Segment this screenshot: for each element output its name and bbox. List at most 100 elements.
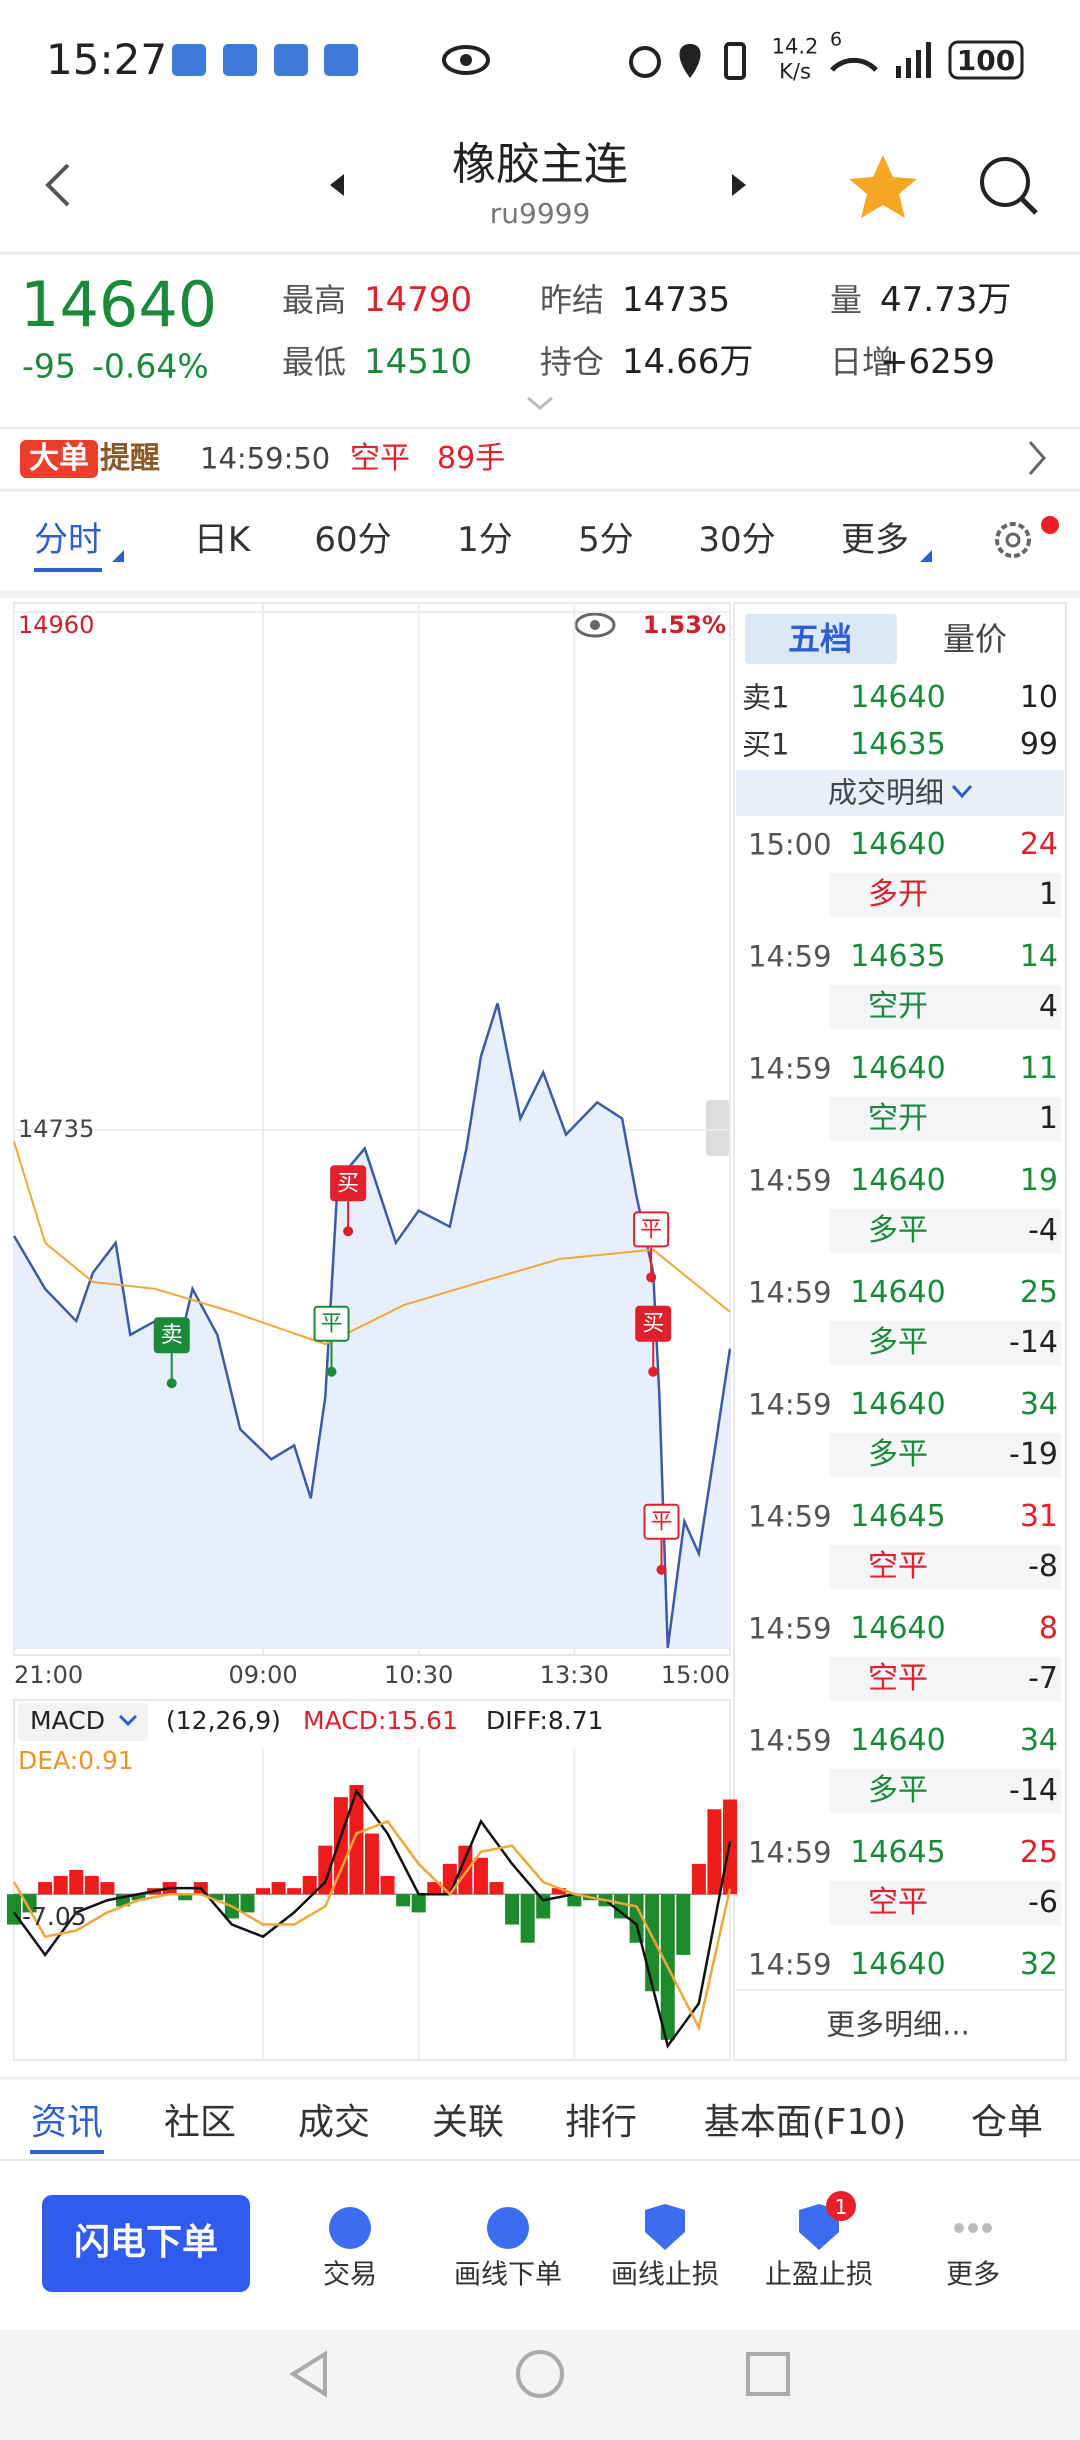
level-volume: 99 xyxy=(1019,727,1058,762)
action-label[interactable]: 画线下单 xyxy=(454,2259,562,2291)
info-tab[interactable]: 基本面(F10) xyxy=(703,2102,907,2143)
wifi-icon xyxy=(830,57,878,72)
period-tab[interactable]: 1分 xyxy=(457,520,513,560)
trade-time: 14:59 xyxy=(748,1947,832,1982)
macd-bar xyxy=(69,1869,84,1895)
panel-tab[interactable]: 量价 xyxy=(942,620,1008,658)
favorite-star[interactable] xyxy=(849,155,917,218)
level-price: 14640 xyxy=(850,680,946,715)
macd-bar xyxy=(178,1894,193,1901)
stat-value: 47.73万 xyxy=(880,280,1012,320)
trade-type: 空平 xyxy=(868,1549,928,1584)
flash-order-button[interactable] xyxy=(42,2195,250,2292)
stat-value: 14735 xyxy=(622,280,731,320)
info-tab[interactable]: 关联 xyxy=(431,2102,505,2143)
macd-bar xyxy=(411,1894,426,1913)
info-tab[interactable]: 仓单 xyxy=(970,2102,1044,2143)
macd-bar xyxy=(349,1785,364,1895)
x-tick-label: 21:00 xyxy=(14,1661,83,1689)
x-tick-label: 09:00 xyxy=(228,1661,297,1689)
info-tab[interactable]: 资讯 xyxy=(30,2102,104,2143)
trade-marker xyxy=(313,1305,350,1342)
badge xyxy=(826,2191,856,2221)
diff-line xyxy=(12,1788,732,2049)
search-button[interactable] xyxy=(980,157,1030,207)
trade-price: 14645 xyxy=(850,1499,946,1534)
net-speed-unit: K/s xyxy=(779,59,811,84)
eye-icon xyxy=(442,45,490,75)
level-volume: 10 xyxy=(1019,680,1058,715)
active-panel-tab xyxy=(745,614,897,664)
trade-marker xyxy=(643,1503,680,1540)
net-speed: 14.2 xyxy=(771,34,819,59)
macd-bar xyxy=(100,1882,115,1895)
settings-button[interactable] xyxy=(995,522,1031,558)
period-tab[interactable]: 30分 xyxy=(698,520,776,560)
stat-value: 14790 xyxy=(364,280,473,320)
indicator-select[interactable] xyxy=(18,1703,148,1741)
battery-icon xyxy=(948,40,1024,80)
action-label[interactable]: 画线止损 xyxy=(611,2259,719,2291)
alert-chevron[interactable] xyxy=(1028,441,1046,475)
detail-title[interactable]: 成交明细 xyxy=(827,775,945,810)
trade-volume: 32 xyxy=(1019,1947,1058,1982)
macd-bar xyxy=(365,1833,379,1895)
panel-tab[interactable]: 五档 xyxy=(787,620,853,658)
nav-home[interactable] xyxy=(516,2350,564,2398)
macd-bar xyxy=(38,1882,53,1895)
detail-chevron xyxy=(951,784,973,799)
trade-price: 14640 xyxy=(850,827,946,862)
trade-row-bg xyxy=(830,985,1062,1029)
flash-order-label[interactable]: 闪电下单 xyxy=(73,2222,219,2263)
next-contract[interactable] xyxy=(732,174,746,196)
stat-label: 持仓 xyxy=(540,343,605,381)
chart-eye-icon[interactable] xyxy=(574,612,616,638)
notification-dot xyxy=(1041,516,1059,534)
period-tab[interactable]: 5分 xyxy=(578,520,634,560)
search-button xyxy=(1020,197,1038,215)
info-tab[interactable]: 成交 xyxy=(297,2102,371,2143)
period-tab[interactable]: 日K xyxy=(193,520,251,560)
info-tab[interactable]: 社区 xyxy=(163,2102,237,2143)
trade-time: 14:59 xyxy=(748,1611,832,1646)
trade-change: -6 xyxy=(1028,1885,1058,1920)
prev-contract[interactable] xyxy=(330,174,344,196)
x-tick-label: 13:30 xyxy=(540,1661,609,1689)
action-label[interactable]: 止盈止损 xyxy=(765,2259,873,2291)
indicator-value: MACD:15.61 xyxy=(303,1706,458,1735)
trade-marker-label: 卖 xyxy=(161,1323,183,1348)
macd-bar xyxy=(131,1894,146,1901)
action-label[interactable]: 更多 xyxy=(946,2259,1000,2291)
nav-recent[interactable] xyxy=(746,2352,790,2396)
action-label[interactable]: 交易 xyxy=(323,2259,377,2291)
period-tab[interactable]: 分时 xyxy=(34,520,102,560)
back-button[interactable] xyxy=(45,163,70,207)
trade-type: 多平 xyxy=(868,1773,928,1808)
macd-bar xyxy=(707,1809,722,1895)
trade-change: -4 xyxy=(1028,1213,1058,1248)
expand-chevron[interactable] xyxy=(527,396,553,410)
trade-change: -14 xyxy=(1009,1325,1058,1360)
more-details[interactable]: 更多明细... xyxy=(826,2007,970,2042)
network-type: 6 xyxy=(829,28,843,51)
trade-price: 14640 xyxy=(850,1163,946,1198)
trade-volume: 25 xyxy=(1019,1275,1058,1310)
signal-icon xyxy=(896,42,931,78)
trade-price: 14640 xyxy=(850,1275,946,1310)
trade-change: 1 xyxy=(1038,877,1058,912)
contract-name: 橡胶主连 xyxy=(452,139,628,190)
nav-back[interactable] xyxy=(289,2350,327,2398)
stat-label: 最高 xyxy=(282,281,347,319)
macd-bar xyxy=(691,1863,706,1895)
macd-bar xyxy=(380,1876,395,1895)
trade-type: 空平 xyxy=(868,1885,928,1920)
info-tab[interactable]: 排行 xyxy=(564,2102,638,2143)
trade-change: -8 xyxy=(1028,1549,1058,1584)
period-tab[interactable]: 60分 xyxy=(314,520,392,560)
alert-time: 14:59:50 xyxy=(200,441,331,476)
trade-time: 14:59 xyxy=(748,1163,832,1198)
trade-change: -14 xyxy=(1009,1773,1058,1808)
period-tab[interactable]: 更多 xyxy=(841,520,909,560)
chart-side-handle[interactable] xyxy=(706,1100,730,1156)
